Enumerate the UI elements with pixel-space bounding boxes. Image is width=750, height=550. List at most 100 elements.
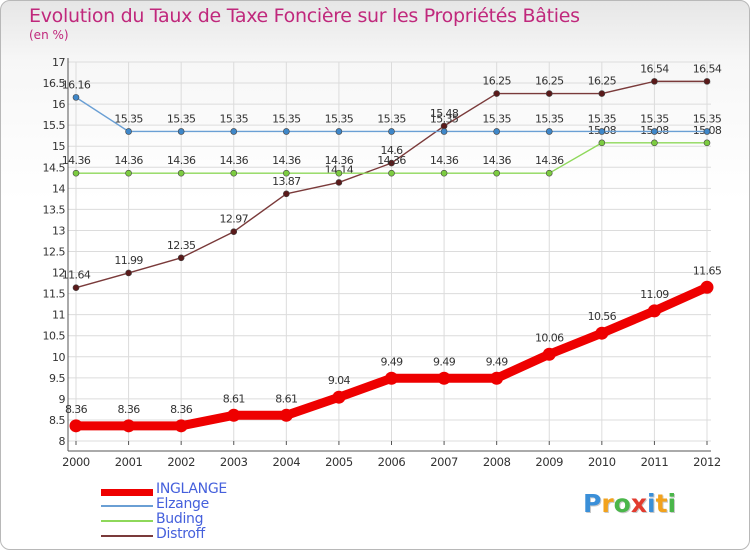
- data-point-distroff: [598, 90, 606, 97]
- data-point-elzange: [230, 128, 238, 135]
- data-point-inglange: [227, 408, 241, 422]
- data-point-elzange: [440, 128, 448, 135]
- data-point-buding: [283, 169, 290, 177]
- y-tick-label: 17: [52, 56, 65, 69]
- y-tick-label: 14: [52, 182, 65, 195]
- y-tick-label: 13: [52, 224, 65, 237]
- data-label-elzange: 15.35: [640, 112, 669, 125]
- y-tick-label: 14.5: [43, 161, 66, 174]
- data-label-distroff: 15.48: [430, 107, 459, 120]
- data-point-inglange: [385, 371, 398, 385]
- proxiti-logo: Proxiti: [583, 489, 677, 518]
- data-label-inglange: 10.06: [535, 331, 564, 344]
- y-tick-label: 9.5: [49, 372, 65, 385]
- data-label-elzange: 16.16: [62, 78, 91, 91]
- data-point-distroff: [283, 190, 290, 198]
- data-point-inglange: [332, 390, 346, 404]
- data-point-elzange: [493, 128, 500, 135]
- legend-swatch: [101, 489, 153, 496]
- y-tick-label: 13.5: [43, 203, 66, 216]
- data-label-buding: 14.36: [535, 154, 564, 167]
- data-label-elzange: 15.35: [377, 112, 406, 125]
- data-point-distroff: [703, 78, 711, 85]
- data-label-buding: 14.36: [62, 154, 91, 167]
- data-point-inglange: [647, 304, 661, 318]
- data-label-elzange: 15.35: [325, 112, 354, 125]
- data-point-distroff: [651, 78, 658, 85]
- data-label-distroff: 16.54: [640, 62, 669, 75]
- data-point-inglange: [700, 280, 714, 294]
- data-point-distroff: [125, 269, 132, 277]
- data-label-elzange: 15.35: [272, 112, 301, 125]
- x-tick-label: 2001: [115, 455, 143, 469]
- data-label-buding: 14.36: [272, 154, 301, 167]
- data-label-distroff: 16.25: [588, 75, 617, 88]
- x-tick-label: 2012: [693, 455, 721, 469]
- legend-label: Buding: [156, 511, 204, 527]
- data-point-distroff: [493, 90, 500, 97]
- data-label-inglange: 9.04: [328, 374, 351, 387]
- data-point-buding: [335, 169, 343, 177]
- y-tick-label: 16: [52, 98, 65, 111]
- data-point-buding: [598, 139, 606, 147]
- data-label-inglange: 9.49: [433, 355, 456, 368]
- data-point-buding: [545, 169, 553, 177]
- data-point-buding: [493, 169, 500, 177]
- data-label-buding: 14.36: [220, 154, 249, 167]
- data-label-buding: 14.36: [482, 154, 511, 167]
- y-tick-label: 11: [52, 309, 65, 322]
- x-tick-label: 2006: [378, 455, 406, 469]
- y-tick-label: 9: [59, 393, 66, 406]
- data-label-elzange: 15.35: [167, 112, 196, 125]
- legend-swatch: [101, 505, 153, 507]
- data-point-elzange: [388, 128, 395, 135]
- data-label-elzange: 15.35: [588, 112, 617, 125]
- data-point-inglange: [69, 419, 83, 433]
- x-tick-label: 2007: [430, 455, 458, 469]
- x-tick-label: 2004: [272, 455, 300, 469]
- data-label-distroff: 13.87: [272, 175, 301, 188]
- data-point-elzange: [177, 128, 185, 135]
- data-point-inglange: [174, 419, 188, 433]
- data-point-distroff: [388, 159, 395, 167]
- data-point-distroff: [72, 284, 80, 292]
- data-label-buding: 14.36: [430, 154, 459, 167]
- x-tick-label: 2002: [167, 455, 195, 469]
- legend-label: INGLANGE: [156, 481, 227, 497]
- data-label-inglange: 8.36: [170, 403, 193, 416]
- x-tick-label: 2005: [325, 455, 353, 469]
- data-point-elzange: [283, 128, 290, 135]
- data-point-elzange: [125, 128, 132, 135]
- data-point-elzange: [72, 94, 80, 101]
- x-tick-label: 2003: [220, 455, 248, 469]
- data-label-elzange: 15.35: [220, 112, 249, 125]
- data-point-buding: [388, 169, 395, 177]
- data-point-distroff: [177, 254, 185, 262]
- data-label-buding: 14.36: [325, 154, 354, 167]
- data-point-buding: [177, 169, 185, 177]
- data-point-buding: [72, 169, 80, 177]
- data-label-distroff: 16.25: [535, 75, 564, 88]
- data-point-distroff: [545, 90, 553, 97]
- x-tick-label: 2000: [62, 455, 90, 469]
- data-point-inglange: [490, 371, 504, 385]
- data-point-distroff: [230, 228, 238, 236]
- y-tick-label: 8.5: [49, 414, 65, 427]
- y-tick-label: 10: [52, 351, 65, 364]
- data-label-elzange: 15.35: [693, 112, 722, 125]
- data-point-inglange: [542, 347, 556, 361]
- data-label-buding: 14.36: [377, 154, 406, 167]
- x-tick-label: 2008: [483, 455, 511, 469]
- data-label-buding: 14.36: [114, 154, 143, 167]
- data-point-elzange: [598, 128, 606, 135]
- data-label-distroff: 11.99: [114, 254, 143, 267]
- y-tick-label: 15.5: [43, 119, 66, 132]
- data-point-inglange: [279, 408, 293, 422]
- data-label-inglange: 8.61: [223, 392, 245, 405]
- y-tick-label: 12: [52, 267, 65, 280]
- data-point-inglange: [437, 371, 451, 385]
- data-point-buding: [440, 169, 448, 177]
- y-tick-label: 15: [52, 140, 65, 153]
